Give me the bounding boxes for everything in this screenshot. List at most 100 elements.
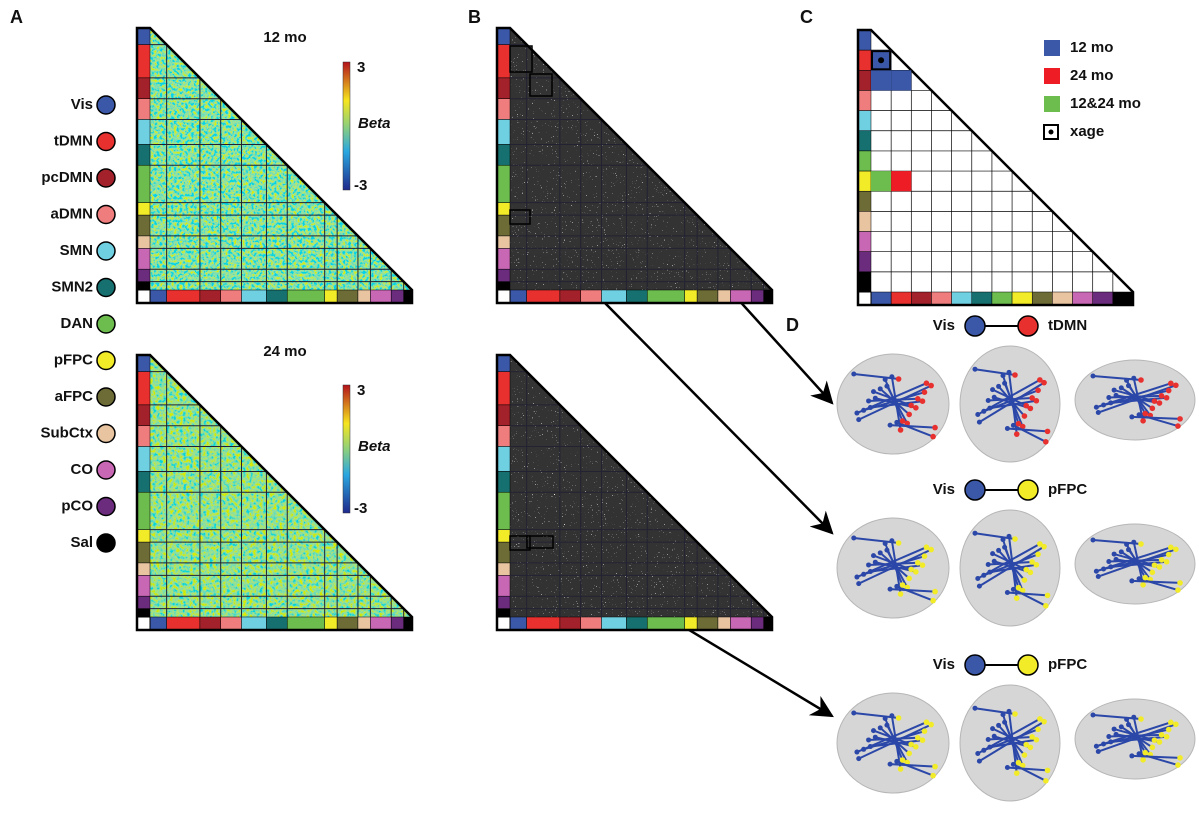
node-dot <box>1096 574 1101 579</box>
network-strip <box>497 609 510 617</box>
network-strip <box>858 151 871 171</box>
network-strip <box>510 290 527 303</box>
network-strip <box>137 575 150 596</box>
network-strip <box>992 292 1012 305</box>
node-dot <box>915 560 921 566</box>
node-dot <box>851 711 856 716</box>
node-dot <box>896 376 902 382</box>
network-dot <box>97 96 115 114</box>
corner <box>858 292 871 305</box>
node-dot <box>922 728 928 734</box>
node-dot <box>851 536 856 541</box>
legend-label: xage <box>1070 123 1104 140</box>
network-strip <box>137 203 150 215</box>
node-dot <box>878 386 883 391</box>
node-dot <box>1091 374 1096 379</box>
network-dot <box>97 425 115 443</box>
node-dot <box>1023 742 1029 748</box>
node-dot <box>1005 765 1010 770</box>
network-strip <box>391 617 403 630</box>
network-strip <box>560 617 581 630</box>
node-dot <box>1124 717 1129 722</box>
xage-dot <box>878 57 884 63</box>
network-strip <box>497 596 510 608</box>
node-dot <box>1138 541 1144 547</box>
network-strip <box>287 617 324 630</box>
network-strip <box>858 111 871 131</box>
node-dot <box>1140 582 1146 588</box>
corner <box>137 290 150 303</box>
network-label: tDMN <box>54 132 93 149</box>
node-dot <box>915 396 921 402</box>
node-dot <box>1014 770 1020 776</box>
node-dot <box>975 751 980 756</box>
network-label: SubCtx <box>41 424 94 441</box>
network-strip <box>751 617 763 630</box>
node-dot <box>1142 411 1148 417</box>
network-strip <box>647 617 684 630</box>
node-dot <box>1014 595 1020 601</box>
legend-swatch <box>1044 96 1060 112</box>
connection-from: Vis <box>933 317 955 334</box>
node-dot <box>906 751 912 757</box>
node-dot <box>1007 370 1012 375</box>
node-dot <box>986 737 991 742</box>
node-dot <box>990 551 995 556</box>
node <box>1018 655 1038 675</box>
node-dot <box>1138 377 1144 383</box>
node-dot <box>1164 395 1170 401</box>
network-strip <box>287 290 324 303</box>
node-dot <box>900 418 906 424</box>
network-strip <box>685 290 697 303</box>
node-dot <box>1159 393 1165 399</box>
network-strip <box>266 617 287 630</box>
network-strip <box>697 617 718 630</box>
node-dot <box>1106 734 1111 739</box>
node-dot <box>1091 713 1096 718</box>
network-strip <box>527 617 560 630</box>
network-strip <box>137 446 150 471</box>
network-strip <box>1012 292 1032 305</box>
cell <box>871 171 891 191</box>
node-dot <box>1094 744 1099 749</box>
node-dot <box>1022 752 1028 758</box>
cell <box>891 70 911 90</box>
connection-to: pFPC <box>1048 656 1087 673</box>
network-strip <box>1073 292 1093 305</box>
network-strip <box>685 617 697 630</box>
node-dot <box>977 420 982 425</box>
network-strip <box>200 617 221 630</box>
node-dot <box>883 716 888 721</box>
node-dot <box>1096 410 1101 415</box>
network-strip <box>718 617 730 630</box>
node-dot <box>896 715 902 721</box>
network-strip <box>137 269 150 281</box>
node-dot <box>1011 762 1016 767</box>
node-dot <box>1005 590 1010 595</box>
node-dot <box>990 387 995 392</box>
node-dot <box>1035 388 1041 394</box>
network-strip <box>891 292 911 305</box>
node-dot <box>856 581 861 586</box>
network-strip <box>337 617 358 630</box>
network-strip <box>370 617 391 630</box>
connection-to: pFPC <box>1048 481 1087 498</box>
node <box>1018 316 1038 336</box>
node <box>965 316 985 336</box>
node-dot <box>915 735 921 741</box>
network-dot <box>97 133 115 151</box>
colorbar <box>343 62 350 190</box>
node-dot <box>1168 720 1174 726</box>
network-dot <box>97 206 115 224</box>
network-strip <box>150 617 167 630</box>
node-dot <box>1177 755 1183 761</box>
network-strip <box>626 617 647 630</box>
colorbar-min: -3 <box>354 177 367 194</box>
network-strip <box>911 292 931 305</box>
network-strip <box>858 191 871 211</box>
legend-label: 12&24 mo <box>1070 95 1141 112</box>
node-dot <box>1022 577 1028 583</box>
network-strip <box>167 617 200 630</box>
node-dot <box>1016 760 1022 766</box>
network-strip <box>137 165 150 202</box>
